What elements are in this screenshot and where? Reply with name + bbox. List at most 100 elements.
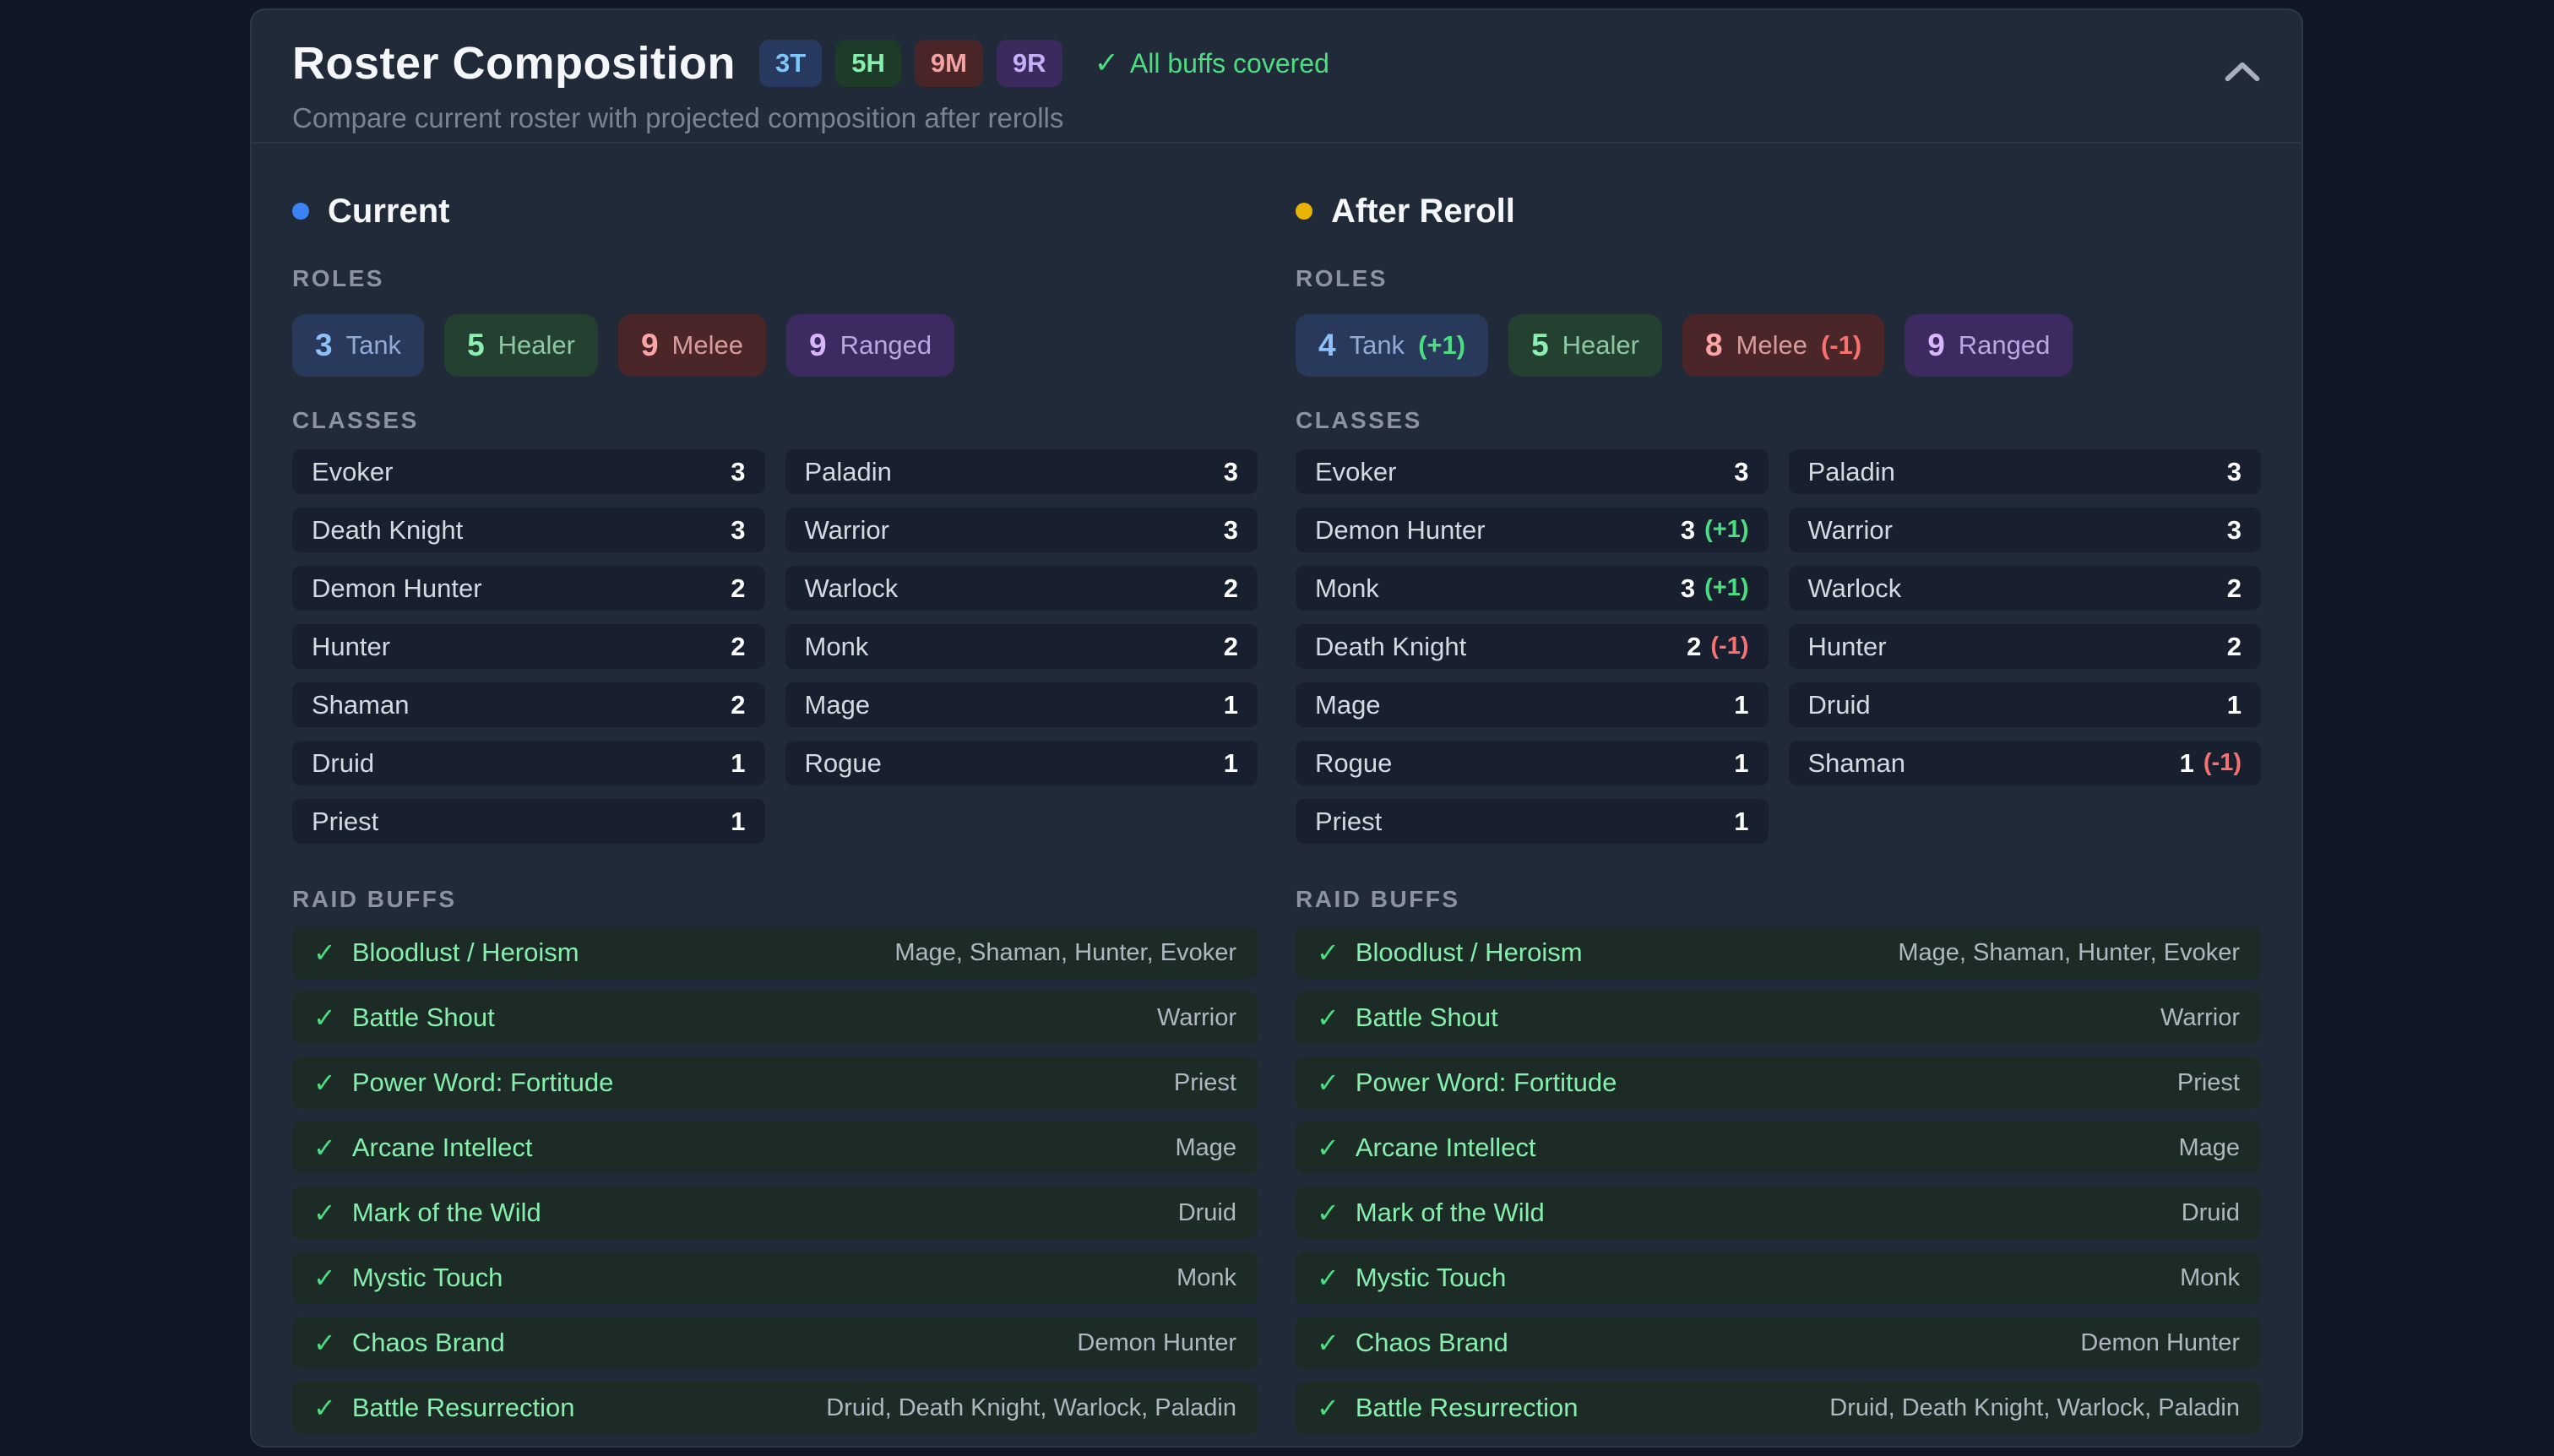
class-row: Shaman 2 [292, 682, 765, 727]
class-row: Priest 1 [1296, 799, 1769, 844]
buff-left: ✓ Arcane Intellect [313, 1132, 532, 1164]
buff-left: ✓ Chaos Brand [313, 1327, 505, 1359]
check-icon: ✓ [1094, 46, 1119, 79]
class-name: Evoker [312, 456, 394, 486]
class-count-wrap: 1 [1224, 690, 1238, 720]
class-name: Warrior [1807, 514, 1893, 545]
role-summary-badge: 9M [914, 40, 983, 87]
role-delta: (-1) [1820, 330, 1862, 360]
card-header: Roster Composition 3T 5H 9M 9R ✓ [252, 10, 2301, 144]
class-name: Mage [1315, 689, 1381, 720]
check-icon: ✓ [1317, 937, 1339, 968]
after-reroll-column-title: After Reroll [1331, 192, 1515, 230]
class-name: Priest [312, 806, 379, 836]
buff-row: ✓ Bloodlust / Heroism Mage, Shaman, Hunt… [292, 926, 1258, 979]
role-label: Melee [1736, 330, 1807, 360]
class-count: 3 [1223, 514, 1238, 545]
buff-row: ✓ Battle Resurrection Druid, Death Knigh… [1296, 1382, 2261, 1434]
buff-name: Battle Shout [1355, 1002, 1498, 1032]
role-badge: 9 Ranged [785, 314, 955, 377]
current-roles-row: 3 Tank 5 Healer 9 Melee [292, 314, 1258, 377]
role-label: Healer [1562, 330, 1639, 360]
class-count: 1 [1734, 689, 1749, 720]
current-class-grid: Evoker 3 Paladin 3 [292, 449, 1258, 844]
class-count: 1 [1223, 689, 1238, 720]
class-count-wrap: 2 [731, 690, 745, 720]
class-count-wrap: 1 (-1) [2180, 748, 2242, 779]
class-count: 2 [731, 689, 746, 720]
class-count-wrap: 3 [1734, 457, 1748, 487]
role-count: 4 [1318, 328, 1336, 362]
class-name: Paladin [1807, 456, 1895, 486]
class-row: Paladin 3 [1788, 449, 2261, 494]
buff-left: ✓ Mark of the Wild [1317, 1197, 1545, 1229]
class-count-wrap: 2 [2227, 573, 2242, 604]
role-label: Tank [1349, 330, 1405, 360]
class-count: 1 [2226, 689, 2242, 720]
class-name: Death Knight [312, 514, 464, 545]
buff-left: ✓ Battle Shout [313, 1002, 495, 1034]
buff-left: ✓ Bloodlust / Heroism [313, 937, 579, 969]
buff-left: ✓ Battle Shout [1317, 1002, 1498, 1034]
class-row: Druid 1 [1788, 682, 2261, 727]
buff-name: Mark of the Wild [1355, 1198, 1545, 1227]
role-badge: 4 Tank (+1) [1296, 314, 1489, 377]
check-icon: ✓ [1317, 1133, 1339, 1163]
class-count-wrap: 3 [1224, 515, 1238, 546]
buff-row: ✓ Bloodlust / Heroism Mage, Shaman, Hunt… [1296, 926, 2261, 979]
buff-providers: Demon Hunter [1077, 1328, 1236, 1356]
role-count: 5 [467, 328, 485, 362]
class-count: 2 [2226, 573, 2242, 603]
class-row: Warlock 2 [785, 566, 1258, 611]
buff-providers: Warrior [1157, 1003, 1236, 1031]
header-left: Roster Composition 3T 5H 9M 9R ✓ [292, 37, 1329, 134]
buff-row: ✓ Power Word: Fortitude Priest [292, 1057, 1258, 1109]
buff-row: ✓ Mystic Touch Monk [292, 1252, 1258, 1304]
after-roles-row: 4 Tank (+1) 5 Healer 8 Mele [1296, 314, 2261, 377]
after-reroll-column: After Reroll ROLES 4 Tank (+1) 5 [1296, 193, 2261, 1434]
after-buff-list: ✓ Bloodlust / Heroism Mage, Shaman, Hunt… [1296, 926, 2261, 1434]
check-icon: ✓ [1317, 1068, 1339, 1098]
class-row: Demon Hunter 2 [292, 566, 765, 611]
role-summary-badges: 3T 5H 9M 9R [759, 40, 1062, 87]
class-name: Shaman [312, 689, 410, 720]
class-name: Death Knight [1315, 631, 1467, 661]
class-name: Druid [1807, 689, 1871, 720]
class-row: Warrior 3 [785, 508, 1258, 552]
collapse-button[interactable] [2224, 61, 2261, 83]
class-name: Hunter [1807, 631, 1887, 661]
buff-name: Battle Resurrection [351, 1393, 575, 1422]
raid-buffs-label: RAID BUFFS [1296, 886, 1460, 912]
buff-name: Bloodlust / Heroism [1355, 937, 1583, 967]
class-count: 2 [731, 573, 746, 603]
role-count: 5 [1531, 328, 1549, 362]
class-name: Demon Hunter [1315, 514, 1486, 545]
class-count: 3 [1680, 514, 1696, 545]
class-count-wrap: 1 [731, 748, 745, 779]
check-icon: ✓ [1317, 1263, 1339, 1293]
buff-left: ✓ Mystic Touch [1317, 1262, 1506, 1294]
class-count-wrap: 2 [2227, 632, 2242, 662]
class-row: Hunter 2 [292, 624, 765, 669]
class-name: Monk [1315, 573, 1379, 603]
buff-row: ✓ Arcane Intellect Mage [292, 1122, 1258, 1174]
class-row: Shaman 1 (-1) [1788, 741, 2261, 785]
card-body: Current ROLES 3 Tank 5 Healer [252, 144, 2301, 1434]
current-column: Current ROLES 3 Tank 5 Healer [292, 193, 1258, 1434]
class-count-wrap: 1 [1224, 748, 1238, 779]
chevron-up-icon [2224, 61, 2261, 83]
class-count: 3 [1734, 456, 1749, 486]
buff-providers: Mage [1175, 1133, 1236, 1161]
buff-providers: Priest [1173, 1068, 1236, 1096]
class-count: 1 [1223, 747, 1238, 778]
class-name: Mage [804, 689, 871, 720]
class-count-wrap: 1 [1734, 807, 1748, 837]
class-name: Warlock [804, 573, 899, 603]
role-count: 9 [640, 328, 659, 362]
class-count: 1 [1734, 747, 1749, 778]
class-count-wrap: 2 [731, 632, 745, 662]
role-badge: 5 Healer [444, 314, 598, 377]
check-icon: ✓ [313, 1328, 336, 1358]
class-name: Paladin [804, 456, 892, 486]
role-label: Melee [671, 330, 743, 360]
